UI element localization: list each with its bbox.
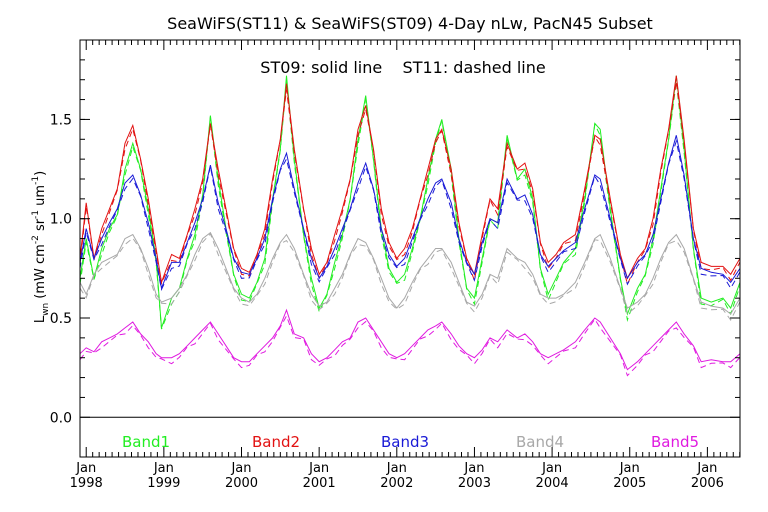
chart-subtitle: ST09: solid line ST11: dashed line [260, 58, 545, 77]
x-tick-label-year: 2002 [380, 476, 413, 491]
chart-title: SeaWiFS(ST11) & SeaWiFS(ST09) 4-Day nLw,… [167, 14, 653, 33]
series-line-band2-st09 [79, 75, 741, 285]
x-tick-label-month: Jan [75, 461, 96, 476]
series-line-band1-st11 [79, 81, 741, 330]
legend-label-band1: Band1 [122, 433, 170, 451]
y-axis-label: Lwn (mW cm-2 sr-1 um-1) [31, 171, 51, 323]
x-tick-label-month: Jan [463, 461, 484, 476]
y-tick-label: 0.5 [50, 311, 72, 327]
series-line-band3-st11 [79, 139, 741, 291]
x-tick-label-month: Jan [386, 461, 407, 476]
x-tick-label-year: 2004 [536, 476, 569, 491]
y-tick-label: 1.0 [50, 212, 72, 228]
legend-label-band4: Band4 [516, 433, 564, 451]
series-line-band5-st09 [79, 308, 741, 371]
legend-label-band2: Band2 [252, 433, 300, 451]
x-tick-label-month: Jan [619, 461, 640, 476]
x-tick-label-year: 1998 [70, 476, 103, 491]
x-tick-label-year: 1999 [147, 476, 180, 491]
y-tick-label: 0.0 [50, 410, 72, 426]
x-tick-label-year: 2001 [303, 476, 336, 491]
x-tick-label-month: Jan [696, 461, 717, 476]
x-tick-label-year: 2006 [691, 476, 724, 491]
plot-area [79, 75, 741, 418]
series-line-band2-st11 [79, 81, 741, 286]
series-line-band5-st11 [79, 314, 741, 377]
x-tick-label-month: Jan [308, 461, 329, 476]
x-tick-label-year: 2003 [458, 476, 491, 491]
x-tick-label-month: Jan [153, 461, 174, 476]
x-tick-label-month: Jan [230, 461, 251, 476]
legend-label-band3: Band3 [381, 433, 429, 451]
x-tick-label-year: 2005 [613, 476, 646, 491]
y-tick-label: 1.5 [50, 112, 72, 128]
x-axis: Jan1998Jan1999Jan2000Jan2001Jan2002Jan20… [70, 40, 741, 491]
series-line-band3-st09 [79, 135, 741, 291]
x-tick-label-month: Jan [541, 461, 562, 476]
series-line-band4-st09 [79, 231, 741, 315]
legend-label-band5: Band5 [651, 433, 699, 451]
x-tick-label-year: 2000 [225, 476, 258, 491]
legend: Band1 Band2 Band3 Band4 Band5 [122, 433, 699, 451]
y-axis: 0.0 0.5 1.0 1.5 [50, 59, 740, 426]
